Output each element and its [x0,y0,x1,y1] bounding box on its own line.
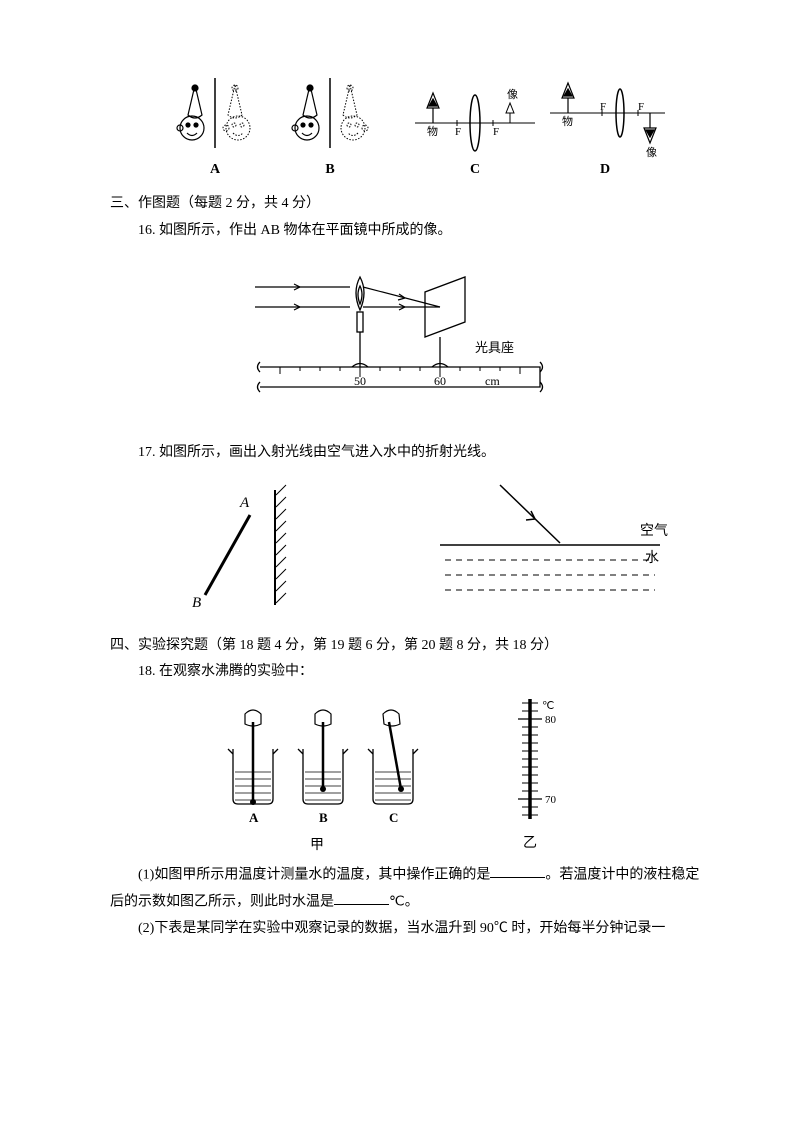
q18-p2: (2)下表是某同学在实验中观察记录的数据，当水温升到 90℃ 时，开始每半分钟记… [110,916,710,943]
q17-text: 17. 如图所示，画出入射光线由空气进入水中的折射光线。 [110,440,710,467]
svg-text:光具座: 光具座 [475,340,514,355]
svg-text:物: 物 [427,124,438,138]
q18-p1-unit: ℃。 [389,894,419,909]
svg-text:B: B [192,595,201,611]
svg-text:乙: 乙 [523,835,537,851]
option-a-label: A [210,162,221,177]
svg-text:物: 物 [562,114,573,128]
option-d-label: D [600,162,610,177]
svg-text:50: 50 [354,374,366,388]
q18-p1: (1)如图甲所示用温度计测量水的温度，其中操作正确的是。若温度计中的液柱稳定后的… [110,862,710,916]
q16-figure: 50 60 cm 光具座 [90,252,710,402]
q18-p1-prefix: (1)如图甲所示用温度计测量水的温度，其中操作正确的是 [138,867,490,882]
svg-text:像: 像 [646,146,657,159]
option-b-label: B [325,162,334,177]
svg-text:F: F [600,101,606,113]
q18-blank-1[interactable] [490,862,545,878]
q18-blank-2[interactable] [334,889,389,905]
svg-text:A: A [249,810,259,825]
q18-text: 18. 在观察水沸腾的实验中： [110,659,710,686]
q17-figure: A B 空气 水 [110,475,710,625]
svg-text:70: 70 [545,794,557,806]
q15-svg: A B [150,68,670,183]
section3-heading: 三、作图题（每题 2 分，共 4 分） [110,191,710,218]
svg-text:空气: 空气 [640,523,668,539]
svg-text:F: F [455,126,461,138]
option-c-label: C [470,162,480,177]
svg-text:C: C [389,810,398,825]
q18-figure: A B [110,694,710,854]
svg-text:cm: cm [485,374,500,388]
svg-text:F: F [638,101,644,113]
svg-text:水: 水 [645,550,659,566]
svg-text:A: A [239,495,250,511]
svg-text:像: 像 [507,88,518,101]
svg-text:60: 60 [434,374,446,388]
q16-text: 16. 如图所示，作出 AB 物体在平面镜中所成的像。 [110,218,710,245]
svg-text:F: F [493,126,499,138]
svg-text:甲: 甲 [310,838,324,853]
q18-svg: A B [210,694,610,854]
svg-text:℃: ℃ [542,700,554,712]
q16-svg: 50 60 cm 光具座 [240,252,560,402]
section4-heading: 四、实验探究题（第 18 题 4 分，第 19 题 6 分，第 20 题 8 分… [110,633,710,660]
svg-text:B: B [319,810,328,825]
svg-text:80: 80 [545,714,557,726]
q17-svg: A B 空气 水 [140,475,680,625]
q15-options-figure: A B [110,68,710,183]
